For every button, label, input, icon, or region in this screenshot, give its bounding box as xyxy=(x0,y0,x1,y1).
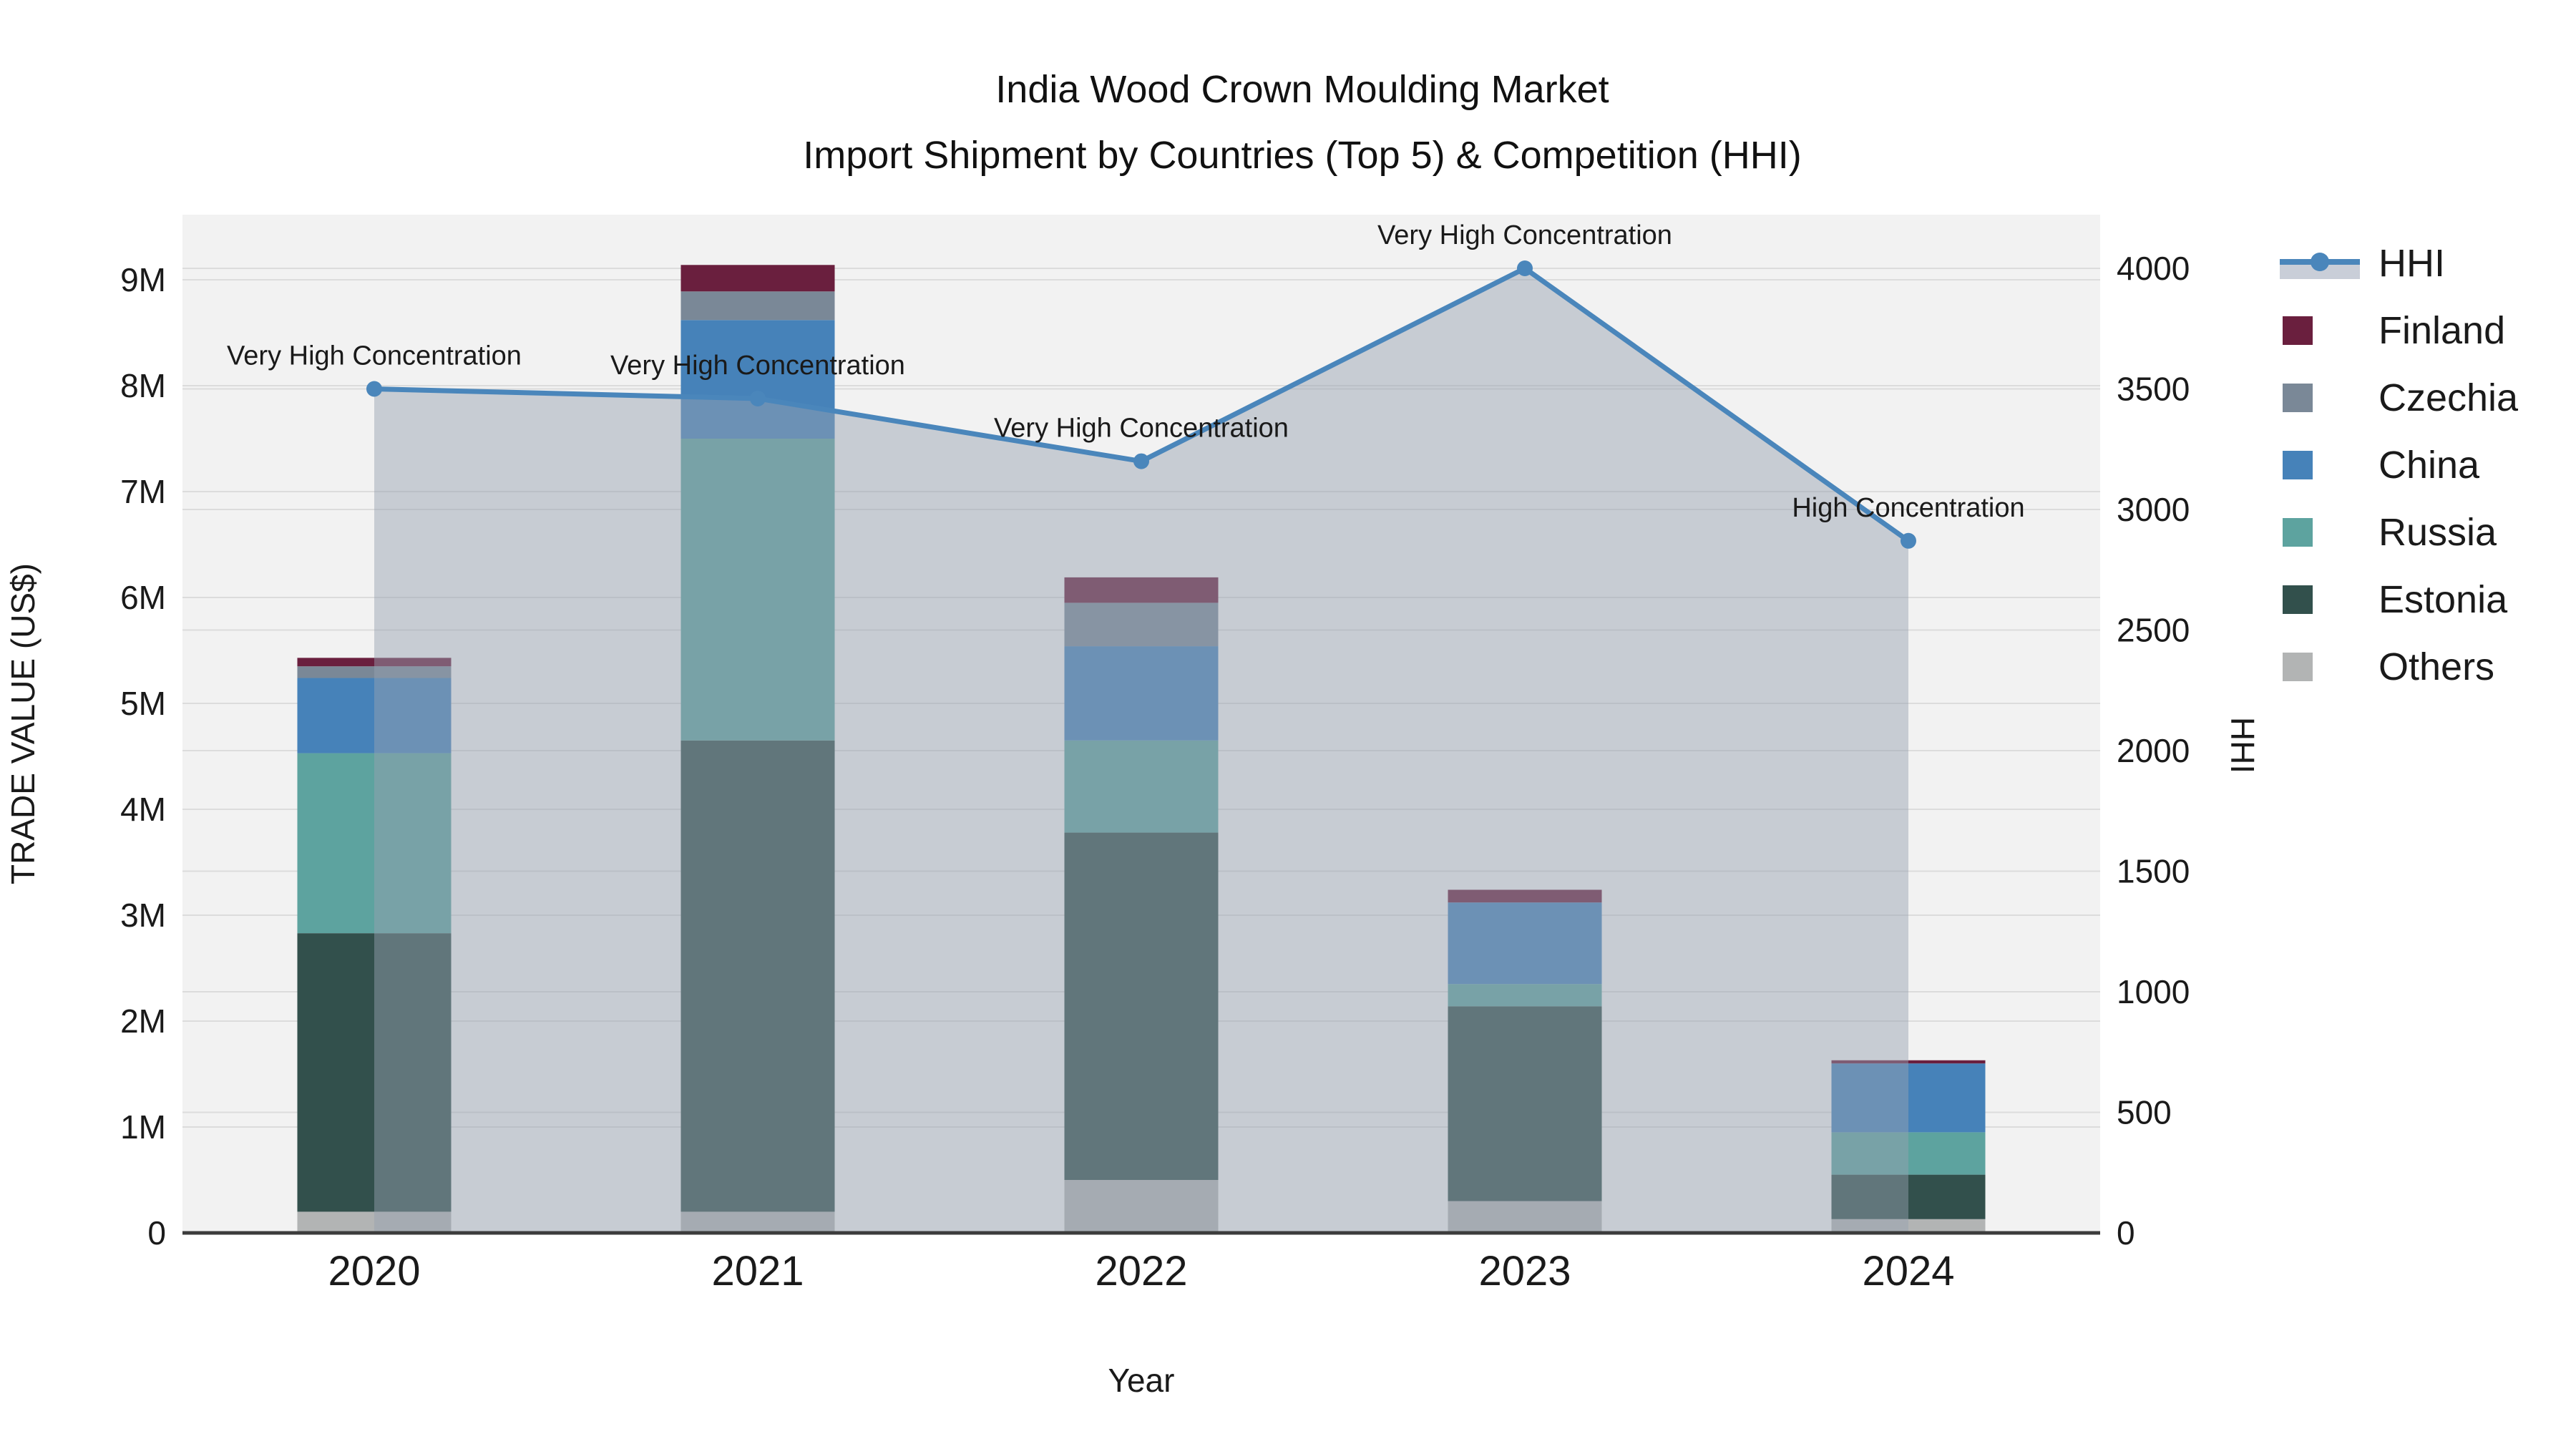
legend-label-estonia: Estonia xyxy=(2379,578,2508,621)
legend-hhi-marker-sample xyxy=(2311,253,2329,271)
hhi-marker-2020 xyxy=(366,381,382,397)
bar-segment-china-2021 xyxy=(680,320,835,439)
y-left-tick-label: 2M xyxy=(120,1002,166,1040)
x-tick-label-2021: 2021 xyxy=(711,1248,804,1294)
legend-swatch-china xyxy=(2283,451,2313,479)
bar-segment-finland-2024 xyxy=(1831,1060,1986,1064)
annotation-2024: High Concentration xyxy=(1792,493,2024,523)
legend-label-russia: Russia xyxy=(2379,511,2497,554)
y-left-tick-label: 0 xyxy=(147,1214,166,1252)
y-left-tick-label: 6M xyxy=(120,579,166,616)
legend-item-finland: Finland xyxy=(2283,309,2505,352)
y-left-tick-label: 5M xyxy=(120,685,166,722)
bar-segment-china-2022 xyxy=(1064,646,1219,741)
annotation-2023: Very High Concentration xyxy=(1377,220,1672,250)
x-tick-label-2024: 2024 xyxy=(1862,1248,1954,1294)
bar-segment-others-2024 xyxy=(1831,1219,1986,1233)
legend-item-russia: Russia xyxy=(2283,511,2497,554)
hhi-area-fill xyxy=(374,268,1908,1233)
legend-item-hhi: HHI xyxy=(2280,242,2445,285)
y-right-tick-label: 1000 xyxy=(2117,973,2190,1010)
legend: HHI Finland Czechia China Russia Estonia Other… xyxy=(2280,242,2519,688)
y-right-tick-label: 2000 xyxy=(2117,732,2190,769)
legend-item-others: Others xyxy=(2283,645,2494,688)
y-left-tick-label: 9M xyxy=(120,261,166,298)
plot-area: Very High Concentration Very High Concent… xyxy=(4,215,2261,1399)
legend-item-china: China xyxy=(2283,444,2480,487)
bar-segment-china-2023 xyxy=(1448,902,1602,985)
bar-segment-finland-2021 xyxy=(680,265,835,292)
legend-label-china: China xyxy=(2379,444,2480,487)
bar-segment-others-2022 xyxy=(1064,1180,1219,1233)
y-left-tick-label: 1M xyxy=(120,1108,166,1146)
legend-label-others: Others xyxy=(2379,645,2494,688)
hhi-marker-2023 xyxy=(1517,260,1533,276)
y-right-tick-label: 0 xyxy=(2117,1214,2135,1252)
bar-segment-finland-2023 xyxy=(1448,889,1602,903)
y-right-tick-label: 2500 xyxy=(2117,612,2190,649)
y-right-tick-label: 500 xyxy=(2117,1094,2172,1131)
x-axis-title: Year xyxy=(1108,1362,1175,1399)
bar-segment-others-2020 xyxy=(297,1211,452,1233)
legend-swatch-estonia xyxy=(2283,585,2313,614)
bar-segment-estonia-2024 xyxy=(1831,1174,1986,1219)
bar-segment-estonia-2023 xyxy=(1448,1006,1602,1201)
legend-swatch-finland xyxy=(2283,316,2313,345)
x-tick-label-2023: 2023 xyxy=(1478,1248,1571,1294)
bar-segment-estonia-2022 xyxy=(1064,832,1219,1180)
bar-segment-finland-2020 xyxy=(297,658,452,667)
bar-segment-russia-2023 xyxy=(1448,984,1602,1007)
legend-label-hhi: HHI xyxy=(2379,242,2445,285)
legend-item-czechia: Czechia xyxy=(2283,376,2519,419)
annotation-2020: Very High Concentration xyxy=(227,341,522,371)
y-right-axis-title: HHI xyxy=(2224,717,2261,774)
annotation-2022: Very High Concentration xyxy=(994,414,1289,444)
legend-swatch-czechia xyxy=(2283,384,2313,412)
hhi-marker-2022 xyxy=(1133,453,1149,469)
y-left-tick-label: 8M xyxy=(120,367,166,404)
hhi-marker-2024 xyxy=(1901,532,1916,549)
y-right-tick-label: 3500 xyxy=(2117,371,2190,408)
bar-segment-czechia-2020 xyxy=(297,666,452,678)
y-left-axis-title: TRADE VALUE (US$) xyxy=(4,563,42,884)
bar-segment-czechia-2021 xyxy=(680,291,835,321)
y-left-tick-label: 3M xyxy=(120,897,166,934)
legend-label-czechia: Czechia xyxy=(2379,376,2519,419)
legend-swatch-others xyxy=(2283,653,2313,681)
bar-segment-estonia-2020 xyxy=(297,933,452,1212)
legend-swatch-russia xyxy=(2283,518,2313,547)
y-right-tick-label: 4000 xyxy=(2117,250,2190,287)
bar-segment-others-2023 xyxy=(1448,1201,1602,1233)
y-left-tick-label: 4M xyxy=(120,791,166,828)
x-tick-label-2022: 2022 xyxy=(1095,1248,1187,1294)
chart-title-line2: Import Shipment by Countries (Top 5) & C… xyxy=(803,134,1802,177)
bar-segment-russia-2024 xyxy=(1831,1132,1986,1175)
y-right-tick-label: 1500 xyxy=(2117,853,2190,890)
bar-segment-russia-2022 xyxy=(1064,740,1219,833)
bar-segment-estonia-2021 xyxy=(680,740,835,1212)
bar-segment-czechia-2022 xyxy=(1064,602,1219,647)
annotation-2021: Very High Concentration xyxy=(610,351,905,381)
x-tick-label-2020: 2020 xyxy=(328,1248,420,1294)
y-right-tick-label: 3000 xyxy=(2117,491,2190,528)
legend-label-finland: Finland xyxy=(2379,309,2505,352)
chart-title-line1: India Wood Crown Moulding Market xyxy=(995,68,1609,111)
bar-segment-china-2020 xyxy=(297,678,452,753)
bar-segment-russia-2021 xyxy=(680,439,835,741)
hhi-marker-2021 xyxy=(750,390,766,406)
legend-item-estonia: Estonia xyxy=(2283,578,2508,621)
bar-segment-russia-2020 xyxy=(297,753,452,934)
y-left-tick-label: 7M xyxy=(120,473,166,510)
bar-segment-china-2024 xyxy=(1831,1063,1986,1133)
bar-segment-others-2021 xyxy=(680,1211,835,1233)
bar-segment-finland-2022 xyxy=(1064,577,1219,603)
